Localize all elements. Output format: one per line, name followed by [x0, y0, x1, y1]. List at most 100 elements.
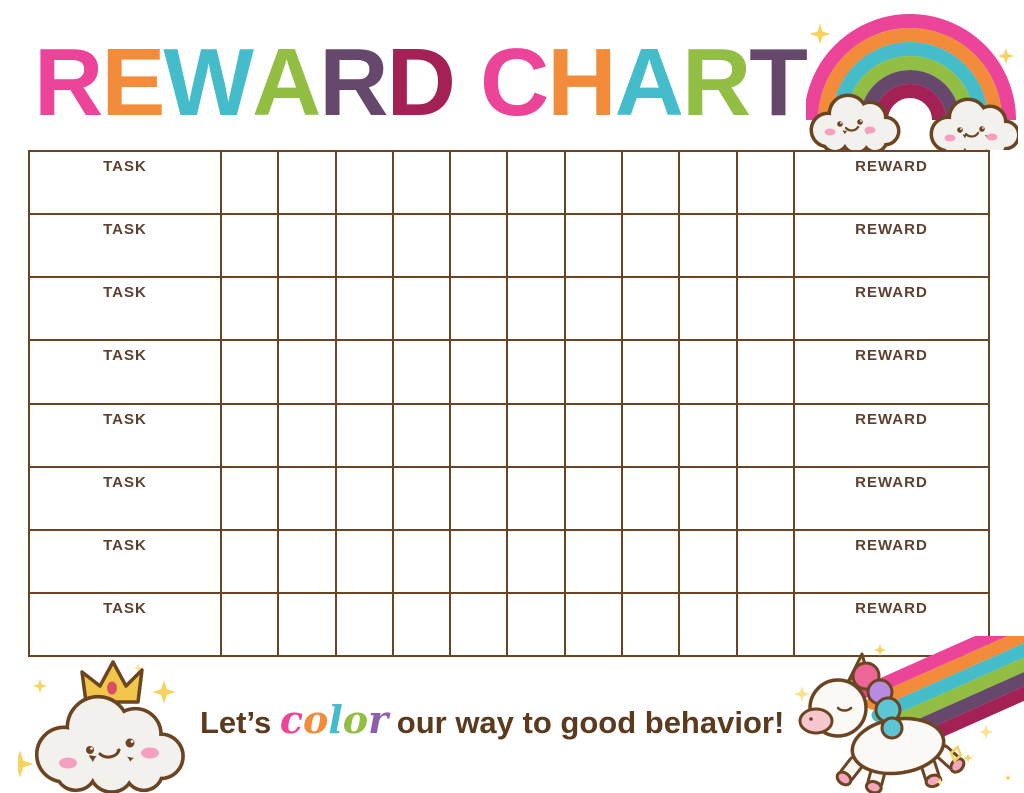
- reward-cell: REWARD: [792, 467, 988, 529]
- title-letter: W: [163, 29, 254, 136]
- day-cell: [506, 404, 563, 466]
- day-cell: [506, 215, 563, 277]
- cloud-left: [813, 97, 897, 150]
- day-cell: [735, 152, 793, 214]
- day-cell: [449, 341, 506, 403]
- crown-icon: [80, 660, 144, 704]
- day-cell: [678, 404, 735, 466]
- day-cell: [506, 467, 563, 529]
- day-cell: [506, 530, 563, 592]
- day-cell: [277, 404, 334, 466]
- task-label: TASK: [103, 158, 147, 175]
- day-cell: [277, 593, 334, 655]
- title-letter: T: [749, 29, 808, 136]
- day-cell: [391, 593, 449, 655]
- day-cell: [678, 467, 735, 529]
- diamond-sparkle-icon: [949, 745, 963, 763]
- day-cell: [334, 467, 392, 529]
- title-letter: H: [547, 29, 616, 136]
- day-cell: [621, 467, 678, 529]
- day-cell: [563, 404, 621, 466]
- day-cell: [621, 152, 678, 214]
- day-cell: [449, 215, 506, 277]
- unicorn-head: [798, 652, 904, 740]
- color-word-letter: o: [302, 697, 329, 742]
- reward-cell: REWARD: [792, 278, 988, 340]
- day-cell: [506, 593, 563, 655]
- title-letter: A: [251, 29, 321, 136]
- task-cell: TASK: [30, 152, 220, 213]
- reward-cell: REWARD: [792, 404, 988, 466]
- table-row: TASK REWARD: [30, 152, 988, 214]
- reward-table: TASK REWARD TASK REWARD TASK REWARD TASK REWARD…: [28, 150, 990, 657]
- task-label: TASK: [103, 536, 147, 554]
- day-cell: [220, 467, 277, 529]
- reward-label: REWARD: [855, 221, 928, 239]
- motto-text: Let’s color our way to good behavior!: [200, 700, 784, 743]
- task-cell: TASK: [30, 215, 220, 276]
- day-cell: [334, 530, 392, 592]
- day-cell: [277, 215, 334, 277]
- day-cell: [678, 341, 735, 403]
- day-cell: [334, 152, 392, 214]
- day-cell: [277, 341, 334, 403]
- day-cell: [391, 278, 449, 340]
- day-cell: [220, 215, 277, 277]
- task-label: TASK: [103, 599, 147, 617]
- task-cell: TASK: [30, 594, 220, 655]
- color-word: color: [280, 700, 388, 740]
- reward-cell: REWARD: [792, 530, 988, 592]
- day-cell: [735, 341, 793, 403]
- task-cell: TASK: [30, 278, 220, 339]
- day-cell: [506, 341, 563, 403]
- title-letter: D: [386, 29, 456, 136]
- reward-label: REWARD: [855, 284, 928, 302]
- day-cell: [391, 341, 449, 403]
- table-row: TASK REWARD: [30, 339, 988, 403]
- table-row: TASK REWARD: [30, 528, 988, 592]
- day-cell: [678, 152, 735, 214]
- day-cell: [506, 278, 563, 340]
- day-cell: [621, 278, 678, 340]
- day-cell: [277, 278, 334, 340]
- title-letter: R: [34, 29, 103, 136]
- reward-label: REWARD: [855, 536, 928, 554]
- day-cell: [678, 593, 735, 655]
- rainbow-trail: [860, 636, 1024, 759]
- task-cell: TASK: [30, 341, 220, 402]
- day-cell: [563, 530, 621, 592]
- day-cell: [277, 530, 334, 592]
- title-letter: R: [319, 29, 388, 136]
- table-row: TASK REWARD: [30, 465, 988, 529]
- task-cell: TASK: [30, 531, 220, 592]
- day-cell: [220, 341, 277, 403]
- day-cell: [220, 404, 277, 466]
- day-cell: [735, 467, 793, 529]
- task-cell: TASK: [30, 468, 220, 529]
- day-cell: [334, 404, 392, 466]
- reward-label: REWARD: [855, 410, 928, 428]
- day-cell: [220, 152, 277, 214]
- task-label: TASK: [103, 221, 147, 239]
- reward-label: REWARD: [855, 473, 928, 491]
- crown-cloud-illustration: [18, 660, 198, 793]
- motto-suffix: our way to good behavior!: [388, 705, 785, 740]
- task-cell: TASK: [30, 405, 220, 466]
- day-cell: [563, 467, 621, 529]
- day-cell: [621, 593, 678, 655]
- unicorn-rainbow-illustration: [793, 636, 1024, 793]
- day-cell: [621, 530, 678, 592]
- task-label: TASK: [103, 473, 147, 491]
- day-cell: [735, 530, 793, 592]
- color-word-letter: r: [368, 697, 389, 742]
- day-cell: [277, 152, 334, 214]
- day-cell: [391, 152, 449, 214]
- sparkle-icon: [793, 643, 1012, 787]
- reward-label: REWARD: [855, 158, 928, 175]
- reward-cell: REWARD: [792, 593, 988, 655]
- reward-label: REWARD: [855, 599, 928, 617]
- day-cell: [621, 404, 678, 466]
- reward-label: REWARD: [855, 347, 928, 365]
